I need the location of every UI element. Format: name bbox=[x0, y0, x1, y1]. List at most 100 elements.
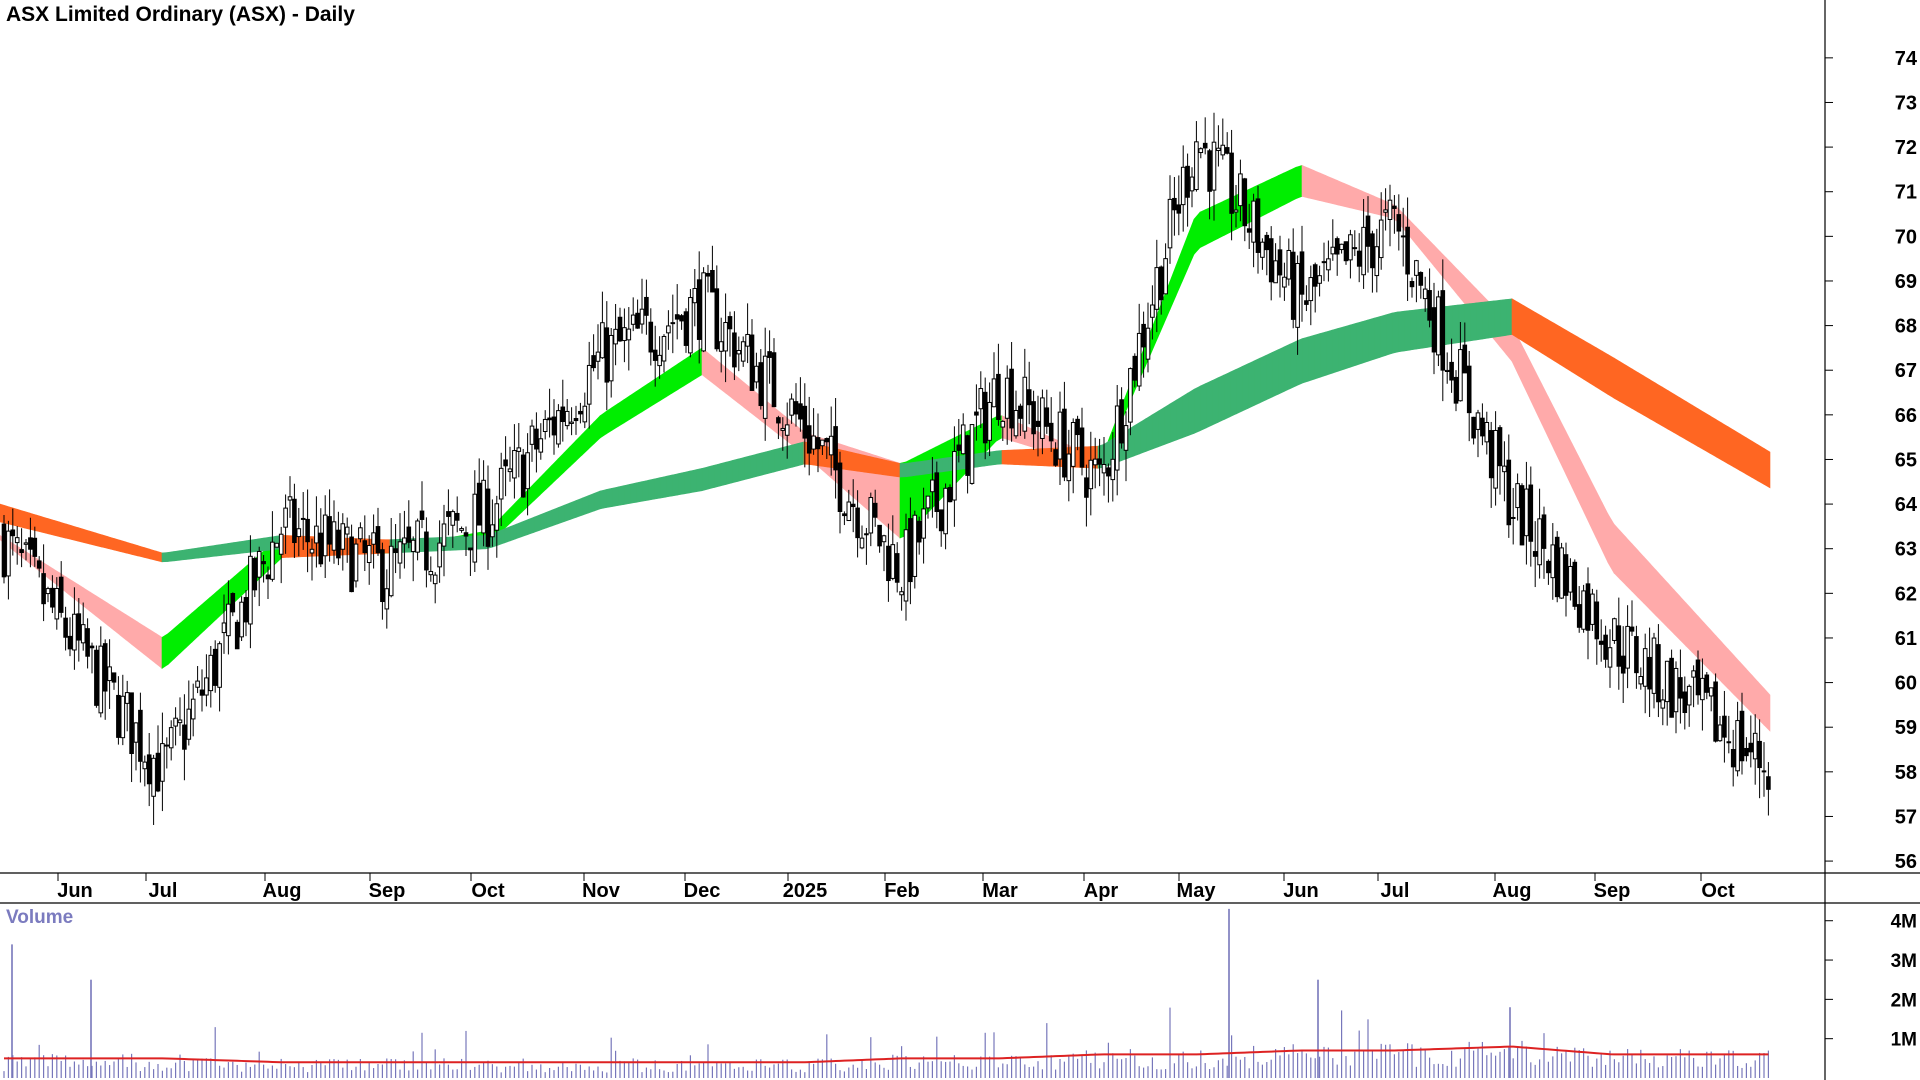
candle-body bbox=[960, 424, 966, 455]
candle-body bbox=[1312, 264, 1318, 287]
candle-body bbox=[331, 521, 337, 551]
candle-body bbox=[912, 514, 918, 577]
candle-body bbox=[195, 680, 200, 688]
ribbon-segment bbox=[1199, 208, 1207, 249]
ribbon-segment bbox=[755, 452, 763, 478]
price-tick-label: 64 bbox=[1895, 494, 1918, 516]
candle-body bbox=[591, 355, 596, 369]
candle-body bbox=[358, 527, 363, 540]
candle-body bbox=[1444, 369, 1450, 373]
candle-body bbox=[1493, 429, 1498, 489]
candle-body bbox=[754, 365, 759, 383]
ribbon-segment bbox=[239, 540, 247, 554]
candle-body bbox=[1686, 685, 1692, 706]
ribbon-segment bbox=[1313, 333, 1321, 380]
candle-body bbox=[353, 543, 359, 582]
candle-body bbox=[6, 530, 11, 577]
ribbon-segment bbox=[179, 617, 187, 654]
ribbon-segment bbox=[1547, 319, 1555, 362]
ribbon-segment bbox=[1631, 543, 1639, 599]
candle-body bbox=[1634, 636, 1639, 674]
candle-body bbox=[1647, 656, 1652, 690]
ribbon-segment bbox=[1721, 422, 1729, 465]
candle-body bbox=[441, 523, 447, 547]
candle-body bbox=[978, 388, 984, 410]
candle-body bbox=[1651, 637, 1657, 694]
ribbon-segment bbox=[677, 471, 685, 496]
candle-body bbox=[1449, 361, 1454, 381]
ribbon-segment bbox=[1625, 364, 1633, 410]
ribbon-segment bbox=[545, 509, 553, 529]
ribbon-segment bbox=[1649, 379, 1657, 423]
ribbon-segment bbox=[1481, 301, 1489, 340]
candle-body bbox=[1154, 267, 1160, 310]
ribbon-segment bbox=[1685, 400, 1693, 444]
candle-body bbox=[415, 520, 420, 553]
ribbon-segment bbox=[215, 586, 223, 621]
candle-body bbox=[1383, 209, 1388, 213]
candle-body bbox=[1462, 344, 1468, 374]
candle-body bbox=[270, 541, 275, 580]
ribbon-segment bbox=[1193, 211, 1201, 256]
ribbon-segment bbox=[1127, 425, 1135, 459]
candle-body bbox=[1004, 377, 1010, 419]
candle-body bbox=[507, 468, 513, 473]
price-tick-label: 68 bbox=[1895, 316, 1917, 338]
ribbon-segment bbox=[1619, 361, 1627, 406]
ribbon-segment bbox=[1103, 440, 1111, 468]
ribbon-segment bbox=[1205, 206, 1213, 246]
ribbon-segment bbox=[197, 546, 205, 559]
price-tick-label: 60 bbox=[1895, 673, 1917, 695]
candle-body bbox=[76, 613, 82, 641]
candle-body bbox=[1598, 640, 1604, 645]
candle-body bbox=[393, 548, 398, 553]
candle-body bbox=[472, 493, 478, 563]
ribbon-segment bbox=[101, 599, 109, 627]
candle-body bbox=[943, 487, 948, 535]
candle-body bbox=[1031, 401, 1036, 435]
date-tick-label: Oct bbox=[471, 880, 505, 902]
ribbon-segment bbox=[1523, 305, 1531, 347]
ribbon-segment bbox=[1019, 449, 1027, 466]
candle-body bbox=[1224, 147, 1230, 154]
candle-body bbox=[1009, 368, 1014, 429]
ribbon-segment bbox=[191, 547, 199, 560]
candle-body bbox=[991, 378, 997, 408]
ribbon-segment bbox=[1559, 326, 1567, 369]
volume-label: Volume bbox=[6, 907, 74, 928]
ribbon-segment bbox=[1373, 195, 1381, 216]
candle-body bbox=[1431, 307, 1437, 353]
ribbon-segment bbox=[1757, 444, 1765, 485]
ribbon-segment bbox=[263, 536, 271, 552]
ribbon-segment bbox=[1361, 319, 1369, 364]
candle-body bbox=[1282, 276, 1287, 288]
ribbon-segment bbox=[119, 539, 127, 554]
candle-body bbox=[32, 537, 38, 557]
ribbon-segment bbox=[1679, 595, 1687, 647]
ribbon-segment bbox=[167, 627, 175, 666]
candle-body bbox=[1062, 408, 1067, 478]
candle-body bbox=[450, 511, 456, 526]
candle-body bbox=[815, 437, 821, 450]
candle-body bbox=[626, 328, 632, 341]
candle-body bbox=[1180, 166, 1186, 206]
ribbon-segment bbox=[227, 542, 235, 556]
candle-body bbox=[58, 576, 64, 613]
ribbon-segment bbox=[1667, 582, 1675, 635]
candle-body bbox=[516, 447, 522, 452]
candle-body bbox=[406, 526, 412, 543]
candle-body bbox=[221, 622, 227, 634]
candle-body bbox=[1088, 459, 1094, 490]
candle-body bbox=[683, 311, 689, 346]
ribbon-segment bbox=[1547, 396, 1555, 450]
candle-body bbox=[727, 316, 733, 330]
candle-body bbox=[72, 613, 77, 651]
candle-body bbox=[1216, 147, 1221, 152]
candle-body bbox=[1440, 290, 1446, 371]
candle-body bbox=[80, 624, 86, 644]
ribbon-segment bbox=[647, 478, 655, 501]
candle-body bbox=[784, 424, 790, 436]
candle-body bbox=[327, 516, 332, 545]
candle-body bbox=[388, 545, 394, 597]
